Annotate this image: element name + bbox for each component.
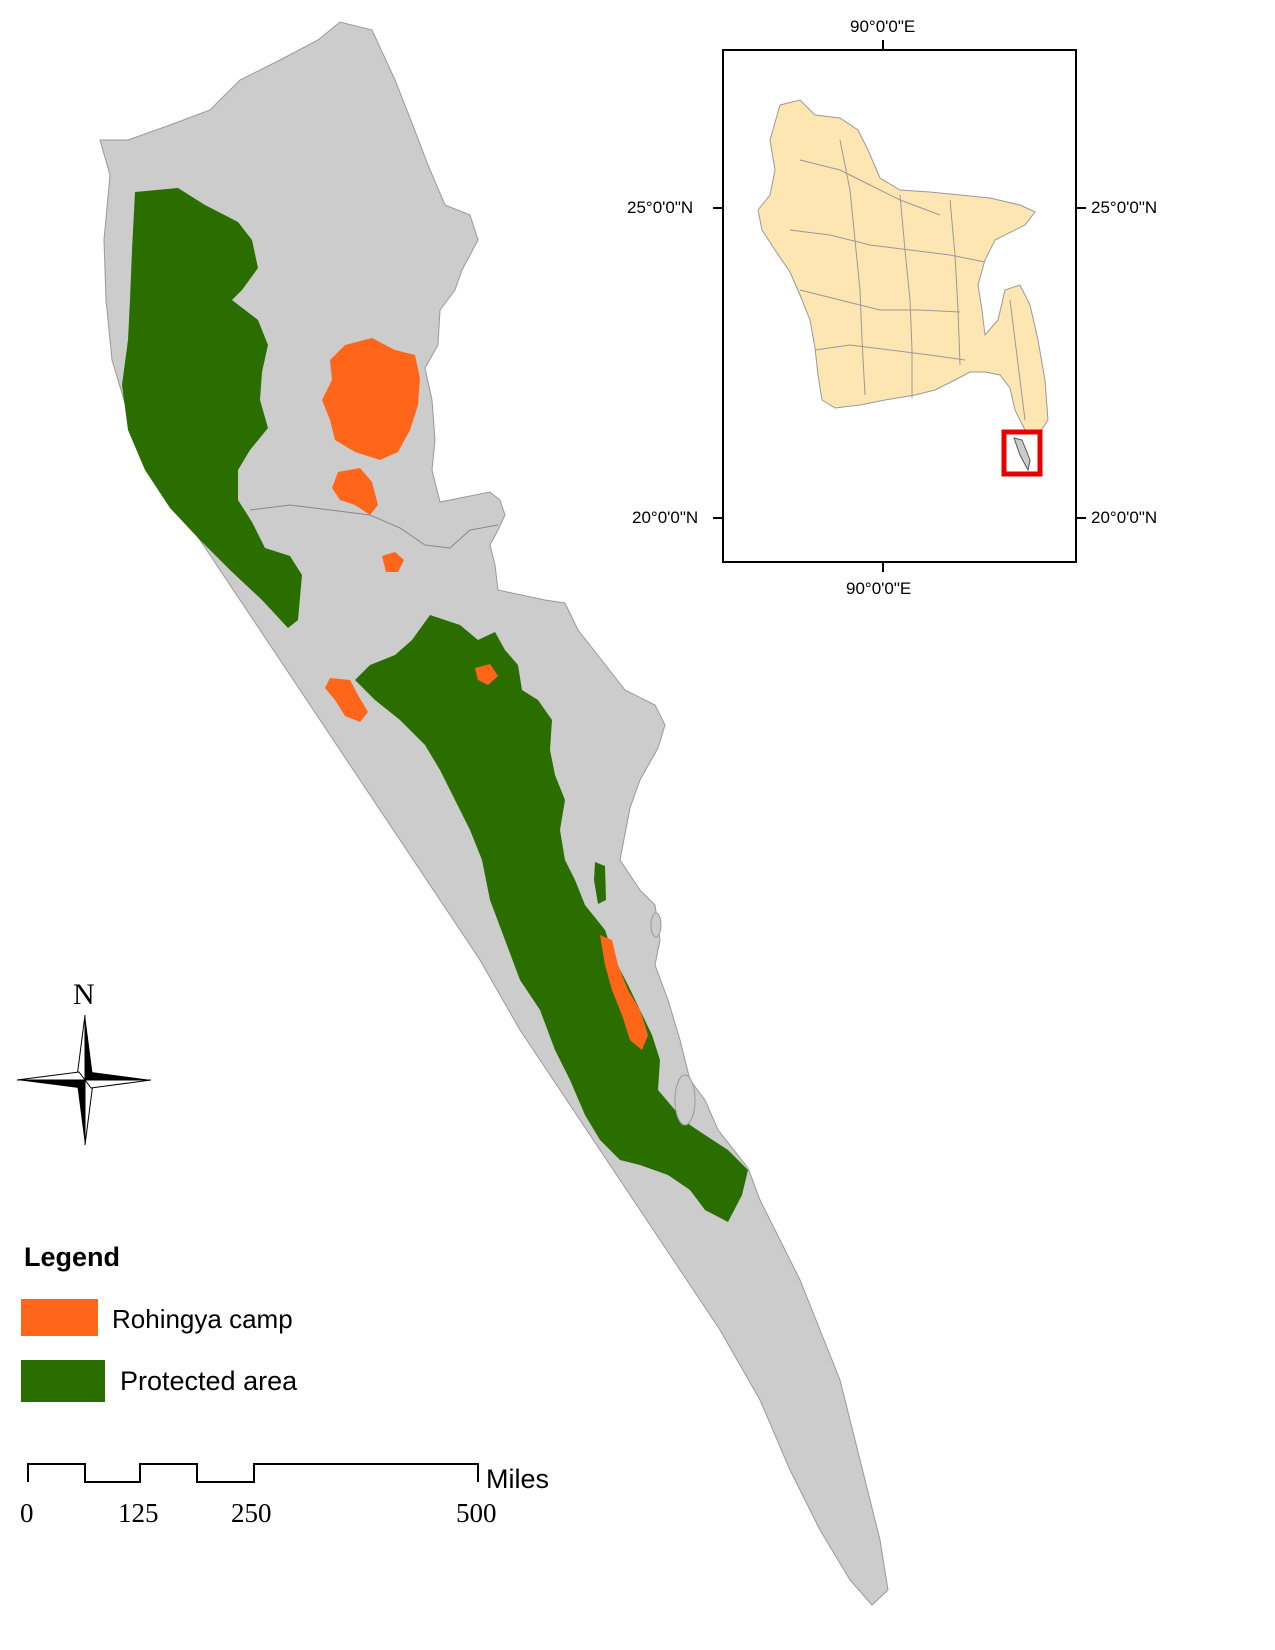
compass-rose-icon: [16, 1015, 152, 1146]
inset-right-lower-latitude-label: 20°0'0"N: [1091, 508, 1158, 527]
inset-left-upper-latitude-label: 25°0'0"N: [627, 198, 694, 217]
rohingya-camp-cluster-4: [325, 678, 368, 722]
legend-swatch-protected-area: [21, 1360, 105, 1402]
legend-swatch-rohingya-camp: [21, 1299, 98, 1336]
protected-area-north: [122, 188, 302, 628]
island: [650, 912, 662, 938]
study-area-highlight: [1001, 429, 1043, 477]
north-arrow-letter: N: [73, 978, 95, 1011]
legend-label-rohingya-camp: Rohingya camp: [112, 1304, 293, 1334]
inset-right-upper-latitude-label: 25°0'0"N: [1091, 198, 1158, 217]
rohingya-camp-cluster-3: [382, 552, 404, 572]
rohingya-camp-cluster-2: [332, 468, 378, 515]
island: [674, 1074, 696, 1126]
scale-bar-tick-0: 0: [20, 1498, 34, 1528]
rohingya-camp-cluster-1: [322, 338, 420, 460]
inset-bottom-longitude-label: 90°0'0"E: [846, 579, 912, 598]
district-boundary: [249, 504, 499, 549]
scale-bar: [27, 1463, 479, 1483]
bangladesh-outline: [757, 99, 1049, 433]
rohingya-camp-cluster-6: [600, 935, 648, 1050]
scale-bar-tick-500: 500: [456, 1498, 497, 1528]
inset-top-longitude-label: 90°0'0"E: [850, 17, 916, 36]
scale-bar-tick-250: 250: [231, 1498, 272, 1528]
rohingya-camp-cluster-5: [475, 664, 498, 685]
protected-area-south: [355, 615, 748, 1222]
legend-label-protected-area: Protected area: [120, 1366, 298, 1396]
scale-bar-tick-125: 125: [118, 1498, 159, 1528]
district-lines: [789, 139, 1026, 421]
scale-bar-unit: Miles: [486, 1464, 550, 1494]
legend-title: Legend: [24, 1242, 121, 1272]
inset-left-lower-latitude-label: 20°0'0"N: [632, 508, 699, 527]
protected-area-fragment: [594, 862, 606, 904]
